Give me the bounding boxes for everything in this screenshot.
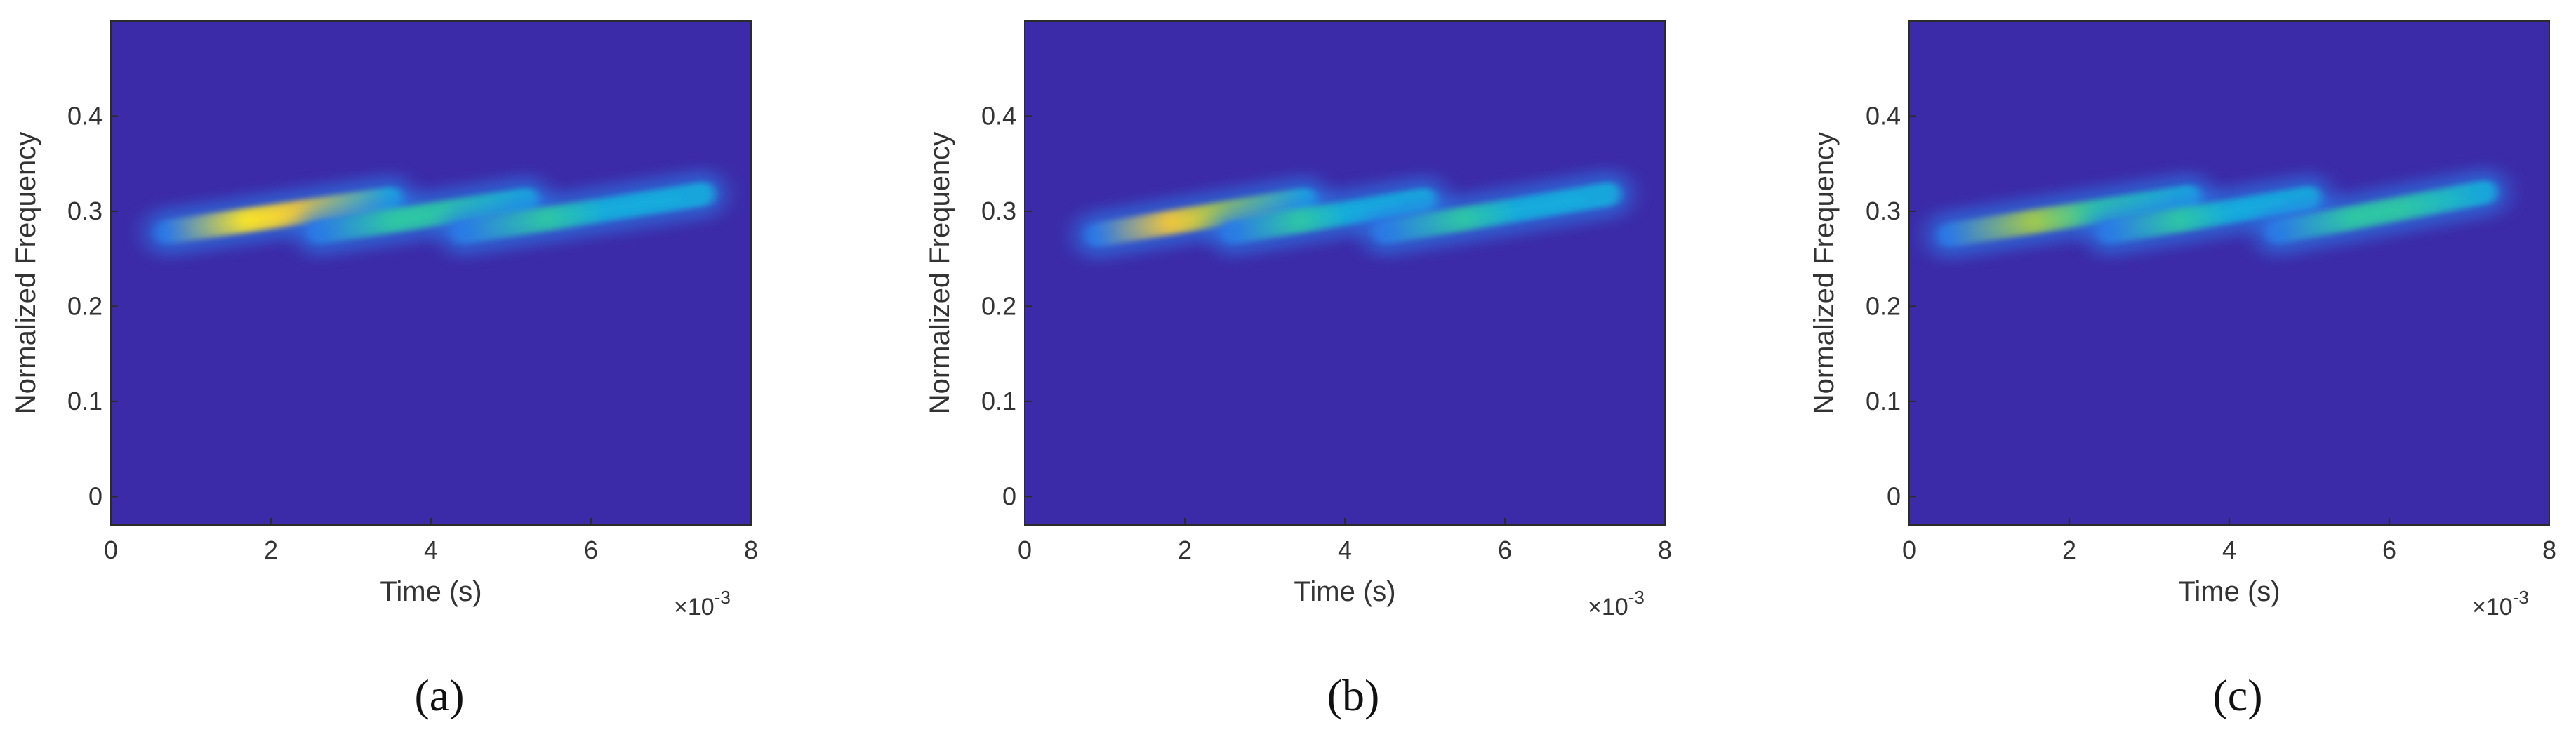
panel-label: (c) (2212, 670, 2262, 720)
y-tick-label: 0.3 (1866, 197, 1901, 225)
y-axis-label: Normalized Frequency (924, 132, 955, 414)
x-tick-label: 8 (2542, 536, 2556, 564)
y-tick-label: 0.4 (1866, 101, 1901, 130)
ridge-group (142, 169, 728, 257)
y-tick-label: 0 (88, 481, 102, 510)
plot-background (111, 21, 751, 525)
y-tick-label: 0.3 (67, 197, 102, 225)
x-tick-label: 2 (264, 536, 278, 564)
x-axis-multiplier: ×10-3 (2472, 587, 2529, 620)
ridge-3 (438, 169, 728, 257)
x-axis-label: Time (s) (380, 576, 482, 607)
x-tick-label: 4 (1338, 536, 1352, 564)
ridge-3 (2252, 167, 2510, 257)
y-tick-label: 0.2 (981, 291, 1016, 320)
x-axis-multiplier: ×10-3 (674, 587, 731, 620)
x-tick-label: 4 (424, 536, 438, 564)
ridge-2 (1208, 175, 1449, 257)
panel-label: (b) (1327, 670, 1380, 720)
spectrogram-panel-2: 0 2 4 6 8 0 0.1 0.2 0.3 0.4 Time (s) Normalized Fre… (924, 20, 1672, 720)
x-tick-label: 8 (744, 536, 758, 564)
y-tick-label: 0.4 (981, 101, 1016, 130)
x-axis-label: Time (s) (2178, 576, 2280, 607)
y-tick-label: 0.1 (67, 387, 102, 416)
y-tick-label: 0.1 (1866, 387, 1901, 416)
y-axis-label: Normalized Frequency (1809, 132, 1840, 414)
x-tick-label: 2 (1178, 536, 1192, 564)
y-axis-label: Normalized Frequency (11, 132, 41, 414)
y-tick-label: 0 (1887, 481, 1901, 510)
x-tick-label: 0 (1902, 536, 1916, 564)
y-tick-label: 0.3 (981, 197, 1016, 225)
x-tick-label: 6 (1498, 536, 1512, 564)
ridge-3 (1360, 169, 1634, 257)
y-tick-label: 0.2 (67, 291, 102, 320)
x-tick-label: 6 (584, 536, 598, 564)
ridge-group (1925, 167, 2510, 260)
x-tick-label: 8 (1658, 536, 1672, 564)
plot-background (1025, 21, 1665, 525)
y-tick-label: 0.4 (67, 101, 102, 130)
x-tick-label: 0 (1018, 536, 1032, 564)
spectrogram-panel-3: 0 2 4 6 8 0 0.1 0.2 0.3 0.4 Time (s) Normalized Fre… (1809, 20, 2556, 720)
x-tick-label: 6 (2382, 536, 2396, 564)
x-axis-label: Time (s) (1294, 576, 1395, 607)
x-axis-multiplier: ×10-3 (1588, 587, 1645, 620)
x-tick-label: 2 (2062, 536, 2076, 564)
ridge-group (1072, 169, 1634, 260)
ridge-2 (2085, 173, 2334, 257)
panel-label: (a) (414, 670, 464, 720)
x-tick-label: 0 (104, 536, 118, 564)
plot-background (1909, 21, 2549, 525)
y-tick-label: 0 (1002, 481, 1016, 510)
spectrogram-panel-1: 0 2 4 6 8 0 0.1 0.2 0.3 0.4 Time (s) Normalized Fre… (11, 20, 758, 720)
y-tick-label: 0.1 (981, 387, 1016, 416)
y-tick-label: 0.2 (1866, 291, 1901, 320)
x-tick-label: 4 (2222, 536, 2236, 564)
